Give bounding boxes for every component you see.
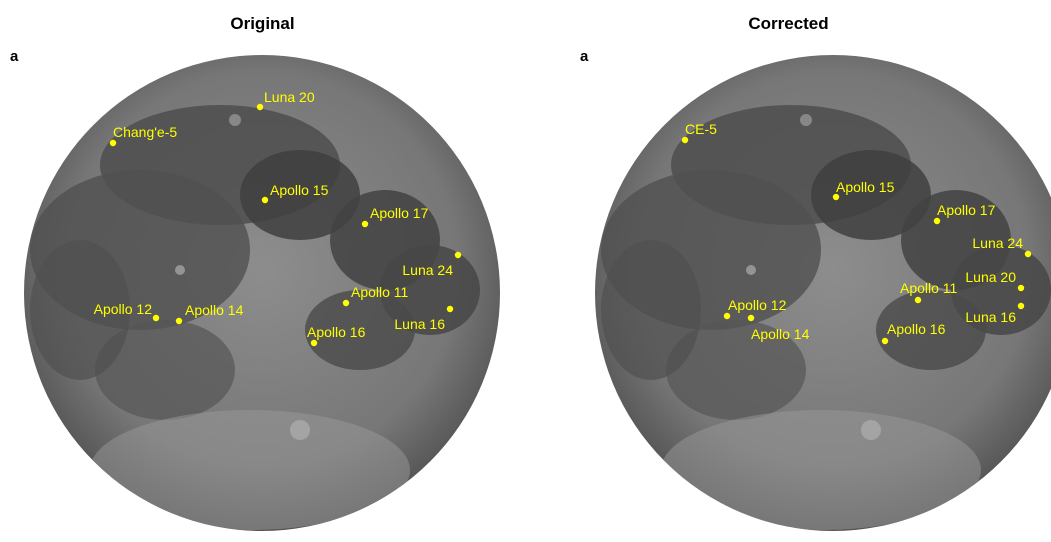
site-label: Apollo 12 — [728, 297, 787, 313]
site-dot — [1017, 302, 1025, 310]
site-marker-apollo16: Apollo 16 — [307, 324, 366, 347]
site-marker-apollo15: Apollo 15 — [832, 179, 895, 201]
site-label: Luna 24 — [402, 262, 453, 278]
panel-corrected: Corrected a CE-5 Apollo 15 Apollo 17 — [526, 0, 1051, 542]
site-dot — [454, 251, 462, 259]
site-dot — [261, 196, 269, 204]
site-label: Apollo 11 — [900, 280, 958, 296]
site-dot — [342, 299, 350, 307]
site-dot — [914, 296, 922, 304]
site-marker-luna24: Luna 24 — [972, 235, 1032, 258]
site-dot — [256, 103, 264, 111]
site-dot — [1017, 284, 1025, 292]
site-label: Apollo 16 — [887, 321, 946, 337]
site-label: Apollo 17 — [937, 202, 996, 218]
panel-original: Original a Luna 20 Chang'e-5 Apollo — [0, 0, 525, 542]
site-marker-apollo17: Apollo 17 — [933, 202, 996, 225]
site-label: Apollo 15 — [270, 182, 329, 198]
site-dot — [832, 193, 840, 201]
panel-letter: a — [10, 48, 19, 65]
site-label: Apollo 17 — [370, 205, 429, 221]
site-marker-luna16: Luna 16 — [394, 305, 454, 332]
site-dot — [310, 339, 318, 347]
site-dot — [747, 314, 755, 322]
site-dot — [881, 337, 889, 345]
site-dot — [723, 312, 731, 320]
panel-title: Original — [230, 14, 295, 33]
site-marker-luna16: Luna 16 — [965, 302, 1025, 325]
site-marker-ce5: CE-5 — [681, 121, 717, 144]
site-marker-apollo12: Apollo 12 — [94, 301, 160, 322]
site-dot — [152, 314, 160, 322]
site-label: Chang'e-5 — [113, 124, 177, 140]
site-label: Apollo 14 — [185, 302, 244, 318]
site-marker-apollo16: Apollo 16 — [881, 321, 946, 345]
maria-regions — [30, 105, 480, 530]
site-label: CE-5 — [685, 121, 717, 137]
panel-letter: a — [580, 48, 589, 65]
site-label: Apollo 11 — [351, 284, 409, 300]
site-marker-luna20: Luna 20 — [256, 89, 315, 111]
site-marker-luna24: Luna 24 — [402, 251, 462, 278]
site-label: Luna 20 — [264, 89, 315, 105]
site-label: Luna 24 — [972, 235, 1023, 251]
site-marker-apollo11: Apollo 11 — [900, 280, 958, 304]
site-dot — [175, 317, 183, 325]
panel-title: Corrected — [748, 14, 829, 33]
site-marker-change5: Chang'e-5 — [109, 124, 177, 147]
site-marker-apollo14: Apollo 14 — [747, 314, 810, 342]
site-label: Apollo 14 — [751, 326, 810, 342]
site-dot — [446, 305, 454, 313]
site-label: Apollo 12 — [94, 301, 153, 317]
moon-map-corrected: CE-5 Apollo 15 Apollo 17 Luna 24 Luna 20 Apol… — [595, 55, 1051, 531]
site-label: Apollo 15 — [836, 179, 895, 195]
site-marker-apollo12: Apollo 12 — [723, 297, 787, 320]
site-marker-apollo17: Apollo 17 — [361, 205, 429, 228]
site-dot — [109, 139, 117, 147]
site-marker-luna20: Luna 20 — [965, 269, 1025, 292]
site-dot — [933, 217, 941, 225]
site-label: Luna 16 — [394, 316, 445, 332]
site-marker-apollo14: Apollo 14 — [175, 302, 244, 325]
site-marker-apollo11: Apollo 11 — [342, 284, 409, 307]
site-dot — [1024, 250, 1032, 258]
site-label: Luna 20 — [965, 269, 1016, 285]
site-label: Apollo 16 — [307, 324, 366, 340]
site-dot — [681, 136, 689, 144]
moon-map-original: Luna 20 Chang'e-5 Apollo 15 Apollo 17 Luna 2… — [24, 55, 500, 531]
site-label: Luna 16 — [965, 309, 1016, 325]
maria-regions — [601, 105, 1051, 530]
site-dot — [361, 220, 369, 228]
site-marker-apollo15: Apollo 15 — [261, 182, 329, 204]
